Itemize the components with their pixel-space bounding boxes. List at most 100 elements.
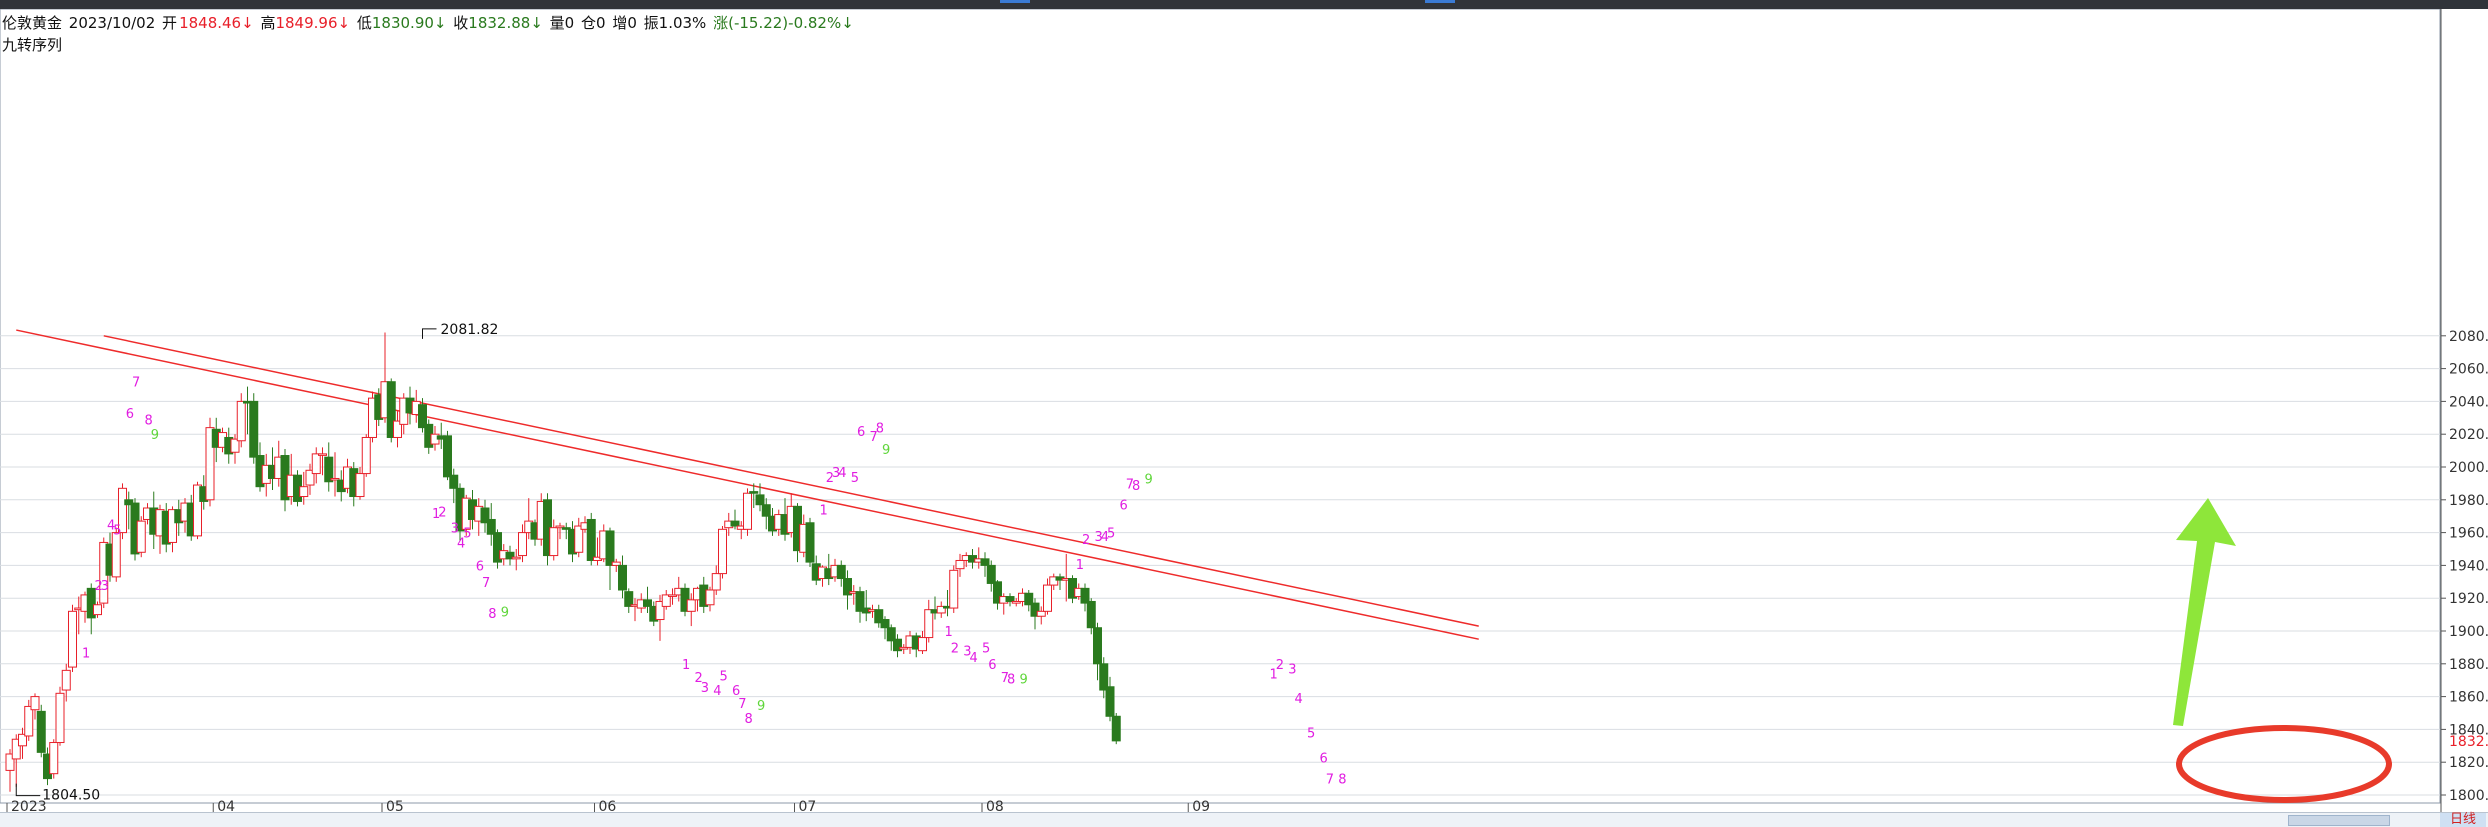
candle-body: [393, 420, 402, 438]
last-price-label: 1832.88: [2449, 734, 2488, 750]
candle-body: [949, 569, 959, 609]
period-button[interactable]: 日线: [2440, 813, 2486, 827]
y-tick-label: 1840.00: [2449, 722, 2488, 738]
candle-body: [843, 578, 852, 596]
trendline: [16, 329, 1479, 640]
td-count-label: 2: [1276, 658, 1284, 673]
candle-body: [49, 742, 59, 775]
candle-body: [18, 733, 27, 747]
candle-body: [611, 561, 621, 566]
candle-body: [705, 589, 715, 606]
candle-body: [480, 507, 490, 524]
oi-increase: 增0: [612, 14, 637, 32]
candle-body: [86, 587, 96, 619]
td-count-label: 7: [1001, 671, 1009, 686]
candle-body: [980, 558, 990, 566]
symbol-name: 伦敦黄金: [2, 14, 63, 32]
td-count-label: 9: [1145, 472, 1153, 487]
volume: 量0: [549, 14, 575, 32]
candle-body: [936, 605, 946, 614]
candle-body: [511, 556, 521, 560]
candle-body: [1036, 610, 1046, 617]
candle-body: [36, 710, 46, 753]
candle-body: [318, 453, 327, 456]
td-count-label: 3: [832, 466, 840, 481]
td-count-label: 1: [82, 646, 90, 661]
td-count-label: 3: [701, 681, 709, 696]
candle-body: [1080, 587, 1090, 604]
td-count-label: 8: [488, 607, 496, 622]
candle-body: [11, 738, 21, 760]
candle-body: [955, 559, 965, 570]
candle-body: [1111, 715, 1121, 742]
td-count-label: 9: [882, 443, 890, 458]
candle-body: [518, 532, 527, 557]
td-count-label: 1: [1270, 668, 1278, 683]
candle-body: [124, 499, 134, 506]
td-count-label: 5: [851, 471, 859, 486]
candle-body: [68, 610, 77, 668]
td-count-label: 9: [757, 699, 765, 714]
candle-body: [661, 594, 671, 607]
open-arrow: ↓: [241, 14, 254, 32]
scrollbar-thumb[interactable]: [2288, 815, 2390, 826]
x-tick-label: 2023: [11, 799, 47, 812]
x-tick-label: 08: [986, 799, 1004, 812]
candle-body: [443, 435, 452, 478]
candle-body: [324, 456, 334, 483]
open-interest: 仓0: [581, 14, 606, 32]
candle-body: [743, 492, 752, 530]
td-count-label: 3: [963, 645, 971, 660]
y-tick-label: 1960.00: [2449, 526, 2488, 542]
td-count-label: 6: [1320, 751, 1328, 766]
x-tick-label: 04: [217, 799, 235, 812]
candle-body: [61, 669, 71, 691]
trendline: [103, 335, 1479, 627]
bottom-scroll-strip: 日线: [0, 812, 2488, 827]
high-label: 高: [260, 14, 276, 32]
candle-body: [1043, 584, 1052, 612]
candle-body: [1005, 596, 1015, 602]
high-arrow: ↓: [337, 14, 351, 32]
td-count-label: 8: [876, 422, 884, 437]
td-count-label: 1: [820, 504, 828, 519]
td-count-label: 5: [720, 669, 728, 684]
candle-body: [205, 427, 215, 501]
candle-body: [486, 518, 496, 535]
td-count-label: 2: [826, 471, 834, 486]
candle-body: [749, 491, 759, 494]
td-count-label: 9: [151, 428, 159, 443]
candle-body: [1086, 600, 1096, 629]
td-count-label: 4: [457, 536, 465, 551]
candle-body: [618, 564, 627, 591]
candle-body: [24, 705, 34, 737]
amplitude: 振1.03%: [643, 14, 707, 32]
candle-body: [249, 400, 259, 458]
y-axis: 1800.00 1820.00 1840.00 1860.00 1880.00 1900.…: [2440, 9, 2488, 812]
indicator-name[interactable]: 九转序列: [2, 36, 63, 54]
td-count-label: 4: [1295, 692, 1303, 707]
candle-body: [549, 527, 559, 557]
extreme-marker: [422, 328, 437, 339]
candle-body: [493, 532, 502, 563]
td-count-label: 6: [1120, 499, 1128, 514]
td-count-label: 6: [988, 658, 996, 673]
candle-body: [386, 381, 396, 438]
candle-body: [330, 477, 340, 481]
td-count-label: 1: [1076, 558, 1084, 573]
td-count-label: 8: [145, 413, 153, 428]
top-toolbar: [0, 0, 2488, 9]
up-arrow-annotation: [2173, 498, 2236, 726]
candle-body: [418, 404, 427, 429]
candle-body: [886, 627, 896, 642]
candle-body: [880, 619, 890, 629]
candle-body: [168, 509, 177, 543]
change-arrow: ↓: [841, 14, 854, 32]
td-count-label: 3: [451, 522, 459, 537]
candle-body: [655, 600, 665, 621]
y-tick-label: 1880.00: [2449, 657, 2488, 673]
candle-body: [505, 551, 515, 560]
td-count-label: 4: [1101, 530, 1109, 545]
